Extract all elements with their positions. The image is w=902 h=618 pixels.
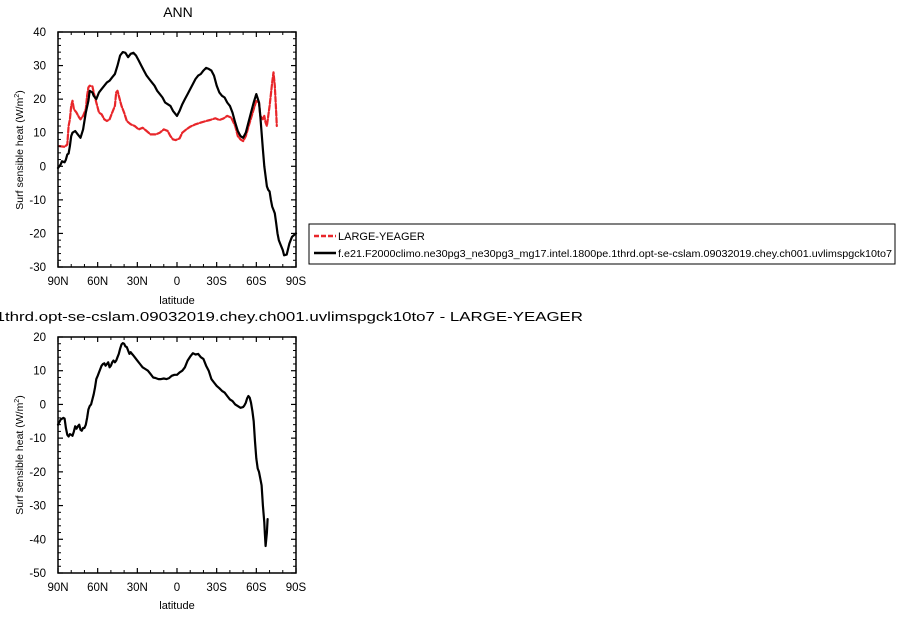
bottom-panel-y-tick-label: -40 bbox=[29, 534, 46, 546]
bottom-panel-axes: 90N 60N 30N 0 30S 60S 90S -50 -40 -30 -20 -10 0 10 20 bbox=[29, 332, 306, 594]
top-panel-y-tick-label: 0 bbox=[40, 161, 46, 173]
top-panel-y-tick-label: 30 bbox=[33, 61, 46, 73]
bottom-panel-x-tick-label: 0 bbox=[174, 582, 180, 594]
bottom-panel-y-tick-label: -50 bbox=[29, 568, 46, 580]
top-panel-series-line-1 bbox=[56, 51, 298, 257]
bottom-panel-frame bbox=[57, 336, 297, 574]
top-panel: ANN 90N 60N 30N 0 30S 60S 90S -30 -20 -10 0 10 20 30 4… bbox=[14, 4, 307, 307]
top-panel-x-tick-label: 30N bbox=[127, 276, 148, 288]
bottom-panel-y-tick-label: -30 bbox=[29, 501, 46, 513]
bottom-panel-x-tick-label: 60S bbox=[246, 582, 267, 594]
bottom-panel: f.e21.F2000climo.ne30pg3_ne30pg3_mg17.in… bbox=[0, 309, 583, 612]
legend-label-model: f.e21.F2000climo.ne30pg3_ne30pg3_mg17.in… bbox=[338, 249, 892, 260]
bottom-panel-y-tick-label: 0 bbox=[40, 399, 46, 411]
top-panel-frame bbox=[57, 31, 297, 268]
legend: LARGE-YEAGER f.e21.F2000climo.ne30pg3_ne… bbox=[308, 223, 896, 265]
bottom-panel-y-tick-label: -20 bbox=[29, 467, 46, 479]
top-panel-y-tick-label: -10 bbox=[29, 195, 46, 207]
bottom-panel-x-tick-label: 30S bbox=[206, 582, 227, 594]
bottom-panel-series-group bbox=[56, 342, 269, 548]
bottom-panel-y-tick-label: 10 bbox=[33, 366, 46, 378]
bottom-panel-y-tick-label: 20 bbox=[33, 332, 46, 344]
top-panel-y-tick-label: 20 bbox=[33, 94, 46, 106]
top-panel-y-tick-label: 40 bbox=[33, 27, 46, 39]
top-panel-y-tick-label: -30 bbox=[29, 262, 46, 274]
bottom-panel-y-tick-label: -10 bbox=[29, 433, 46, 445]
bottom-panel-series-line-0 bbox=[56, 342, 269, 548]
legend-box bbox=[308, 223, 896, 265]
legend-label-large-yeager: LARGE-YEAGER bbox=[338, 231, 425, 243]
top-panel-x-tick-label: 30S bbox=[206, 276, 227, 288]
bottom-panel-x-tick-label: 90S bbox=[286, 582, 307, 594]
bottom-panel-x-tick-label: 30N bbox=[127, 582, 148, 594]
bottom-panel-x-tick-label: 90N bbox=[47, 582, 68, 594]
top-panel-y-tick-label: 10 bbox=[33, 128, 46, 140]
top-panel-series-group bbox=[56, 51, 298, 257]
bottom-panel-y-axis-label: Surf sensible heat (W/m2) bbox=[14, 395, 26, 514]
top-panel-axes: 90N 60N 30N 0 30S 60S 90S -30 -20 -10 0 10 20 30 40 bbox=[29, 27, 306, 288]
top-panel-x-tick-label: 0 bbox=[174, 276, 180, 288]
top-panel-x-axis-label: latitude bbox=[159, 295, 194, 307]
top-panel-x-tick-label: 60S bbox=[246, 276, 267, 288]
bottom-panel-x-tick-label: 60N bbox=[87, 582, 108, 594]
top-panel-title: ANN bbox=[163, 4, 193, 20]
top-panel-x-tick-label: 90N bbox=[47, 276, 68, 288]
bottom-panel-x-axis-label: latitude bbox=[159, 600, 194, 612]
top-panel-series-line-0 bbox=[58, 71, 278, 148]
bottom-panel-title: f.e21.F2000climo.ne30pg3_ne30pg3_mg17.in… bbox=[0, 309, 583, 324]
top-panel-y-axis-label: Surf sensible heat (W/m2) bbox=[14, 90, 26, 209]
top-panel-x-tick-label: 60N bbox=[87, 276, 108, 288]
top-panel-x-tick-label: 90S bbox=[286, 276, 307, 288]
top-panel-y-tick-label: -20 bbox=[29, 228, 46, 240]
